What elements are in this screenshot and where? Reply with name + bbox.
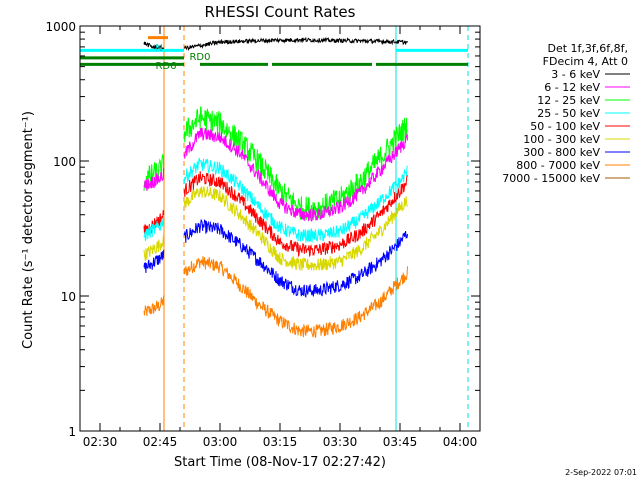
series-line-5 <box>143 185 408 271</box>
axes: 02:30 02:45 03:00 03:15 03:30 03:45 04:00 1 10 10… <box>45 20 481 449</box>
x-tick-label-2: 03:00 <box>203 435 238 449</box>
legend-label-2: 12 - 25 keV <box>537 94 600 107</box>
flag-label-rd0: RD0 <box>189 52 210 63</box>
series-line-7 <box>143 256 408 338</box>
x-tick-label-3: 03:15 <box>263 435 298 449</box>
legend: Det 1f,3f,6f,8f,FDecim 4, Att 03 - 6 keV… <box>502 42 630 185</box>
flag-label-n: N <box>155 43 162 54</box>
x-tick-label-6: 04:00 <box>443 435 478 449</box>
x-tick-label-0: 02:30 <box>83 435 118 449</box>
x-tick-label-1: 02:45 <box>143 435 178 449</box>
legend-label-6: 300 - 800 keV <box>523 146 600 159</box>
y-tick-label-0: 1 <box>68 425 76 439</box>
legend-label-8: 7000 - 15000 keV <box>502 172 600 185</box>
chart-title: RHESSI Count Rates <box>205 3 356 21</box>
flag-label-rd6: RD6 <box>155 61 176 72</box>
legend-label-5: 100 - 300 keV <box>523 133 600 146</box>
x-tick-label-5: 03:45 <box>383 435 418 449</box>
legend-label-7: 800 - 7000 keV <box>516 159 600 172</box>
series-line-6 <box>143 219 408 299</box>
legend-label-0: 3 - 6 keV <box>551 68 600 81</box>
series-line-3 <box>143 157 408 243</box>
legend-header-1: FDecim 4, Att 0 <box>543 55 628 68</box>
x-axis-label: Start Time (08-Nov-17 02:27:42) <box>174 455 386 470</box>
plot-area: N RD0 RD6 <box>79 26 469 431</box>
y-axis-label: Count Rate (s⁻¹ detector segment⁻¹) <box>21 111 36 349</box>
legend-label-1: 6 - 12 keV <box>544 81 600 94</box>
series-line-1 <box>143 127 408 222</box>
y-tick-label-1: 10 <box>61 290 76 304</box>
x-tick-label-4: 03:30 <box>323 435 358 449</box>
legend-label-3: 25 - 50 keV <box>537 107 600 120</box>
legend-header-0: Det 1f,3f,6f,8f, <box>547 42 628 55</box>
y-tick-label-3: 1000 <box>45 20 76 34</box>
timestamp-label: 2-Sep-2022 07:01 <box>565 468 637 477</box>
legend-label-4: 50 - 100 keV <box>530 120 600 133</box>
series-line-0 <box>143 36 408 52</box>
y-tick-label-2: 100 <box>53 155 76 169</box>
